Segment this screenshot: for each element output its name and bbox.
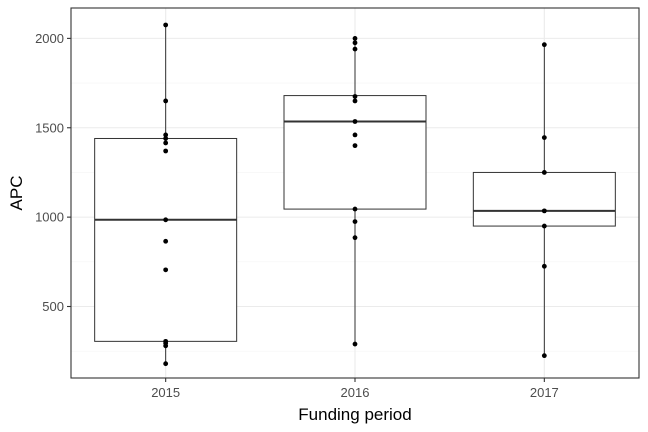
y-axis-title: APC [7, 176, 26, 211]
x-tick-label: 2015 [151, 385, 180, 400]
box-iqr [283, 95, 427, 210]
y-tick-label: 2000 [35, 31, 64, 46]
data-point [541, 353, 547, 359]
data-point [352, 219, 358, 224]
data-point [163, 140, 169, 146]
data-point [163, 238, 169, 244]
y-tick-label: 1500 [35, 120, 64, 135]
x-tick-label: 2016 [341, 385, 370, 400]
box-2017 [472, 44, 616, 356]
data-point [163, 22, 169, 28]
data-point [541, 223, 547, 229]
axis-layer: 500 1000 1500 2000 2015 2016 2017 [35, 31, 559, 400]
data-point [163, 148, 169, 154]
data-point [352, 119, 358, 124]
point-layer [163, 22, 547, 367]
data-point [163, 361, 169, 367]
data-point [352, 206, 358, 212]
box-layer [94, 24, 616, 364]
data-point [163, 136, 169, 141]
data-point [541, 135, 547, 140]
data-point [352, 35, 358, 41]
data-point [163, 343, 169, 349]
data-point [352, 98, 358, 104]
box-2016 [283, 38, 427, 345]
box-iqr [472, 171, 616, 227]
data-point [352, 132, 358, 138]
data-point [541, 170, 547, 175]
data-point [352, 40, 358, 46]
y-tick-label: 1000 [35, 210, 64, 225]
data-point [352, 341, 358, 347]
data-point [163, 267, 169, 273]
data-point [163, 132, 169, 138]
data-point [163, 217, 169, 223]
data-point [541, 263, 547, 269]
data-point [352, 143, 358, 149]
data-point [352, 46, 358, 52]
data-point [352, 94, 358, 99]
data-point [541, 42, 547, 48]
x-tick-label: 2017 [530, 385, 559, 400]
data-point [163, 98, 169, 104]
x-axis-title: Funding period [298, 405, 411, 424]
box-2015 [94, 24, 238, 364]
data-point [541, 208, 547, 214]
data-point [352, 235, 358, 241]
y-tick-label: 500 [42, 299, 64, 314]
